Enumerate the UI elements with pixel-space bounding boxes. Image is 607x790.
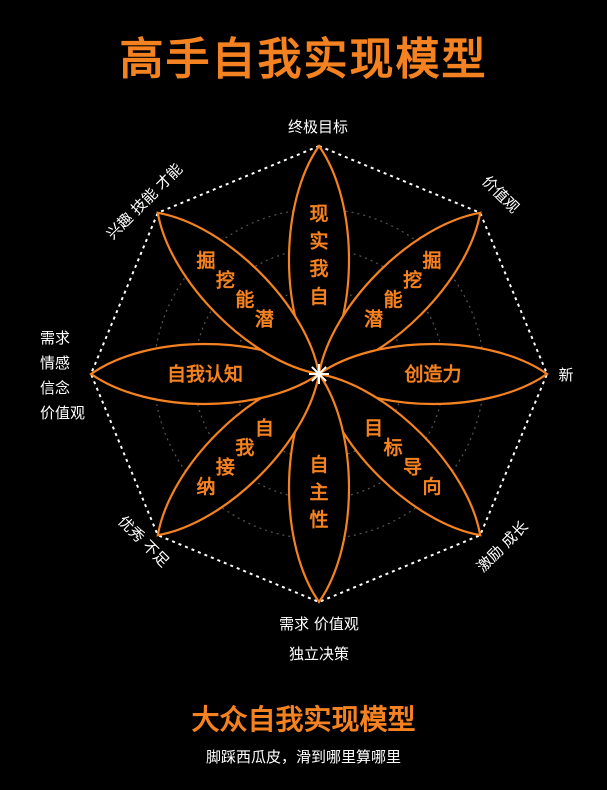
vertex-label-top-right: 价值观 (478, 172, 523, 217)
petal-label-char: 现 (309, 203, 328, 225)
petal-outline (156, 372, 321, 537)
petal-label-char: 自 (309, 285, 328, 308)
caption: 脚踩西瓜皮，滑到哪里算哪里 (205, 748, 401, 766)
outer-octagon (89, 144, 549, 604)
petal-label-char: 能 (384, 288, 403, 311)
petal-label: 自我认知 (167, 363, 243, 386)
vertex-label-left-line-3: 信念 (40, 379, 70, 397)
petal-label-char: 接 (216, 457, 235, 479)
petal-3: 创造力 (317, 342, 549, 406)
hub-spoke (318, 373, 327, 382)
vertex-label-left-line-4: 价值观 (40, 404, 85, 422)
petal-label-char: 挖 (216, 268, 235, 291)
petal-outline (317, 372, 482, 537)
vertex-label-top: 终极目标 (288, 118, 348, 136)
petal-label-char: 性 (309, 508, 328, 531)
page-title: 高手自我实现模型 (119, 34, 488, 85)
petal-label-char: 我 (309, 258, 328, 280)
petal-outline (89, 342, 321, 406)
vertex-label-bottom-line-1: 需求 价值观 (279, 615, 359, 633)
petal-label-char: 标 (384, 437, 403, 459)
vertex-label-left-line-1: 需求 (40, 329, 70, 347)
petal-1: 自我实现 (287, 144, 351, 376)
petal-5: 自主性 (287, 372, 351, 604)
petal-label-char: 自 (255, 417, 274, 440)
petal-label-char: 潜 (364, 307, 384, 330)
petal-label-char: 掘 (196, 249, 215, 272)
vertex-label-bottom-right: 激励 成长 (473, 517, 532, 576)
petal-label-char: 自 (309, 453, 328, 476)
vertex-label-right: 新 (558, 366, 573, 384)
vertex-label-left-line-2: 情感 (40, 354, 70, 372)
petal-label-char: 能 (235, 288, 254, 311)
petal-label: 创造力 (403, 363, 461, 386)
subtitle: 大众自我实现模型 (191, 703, 416, 736)
petal-label-char: 实 (309, 230, 328, 253)
petal-label-char: 目 (364, 418, 383, 440)
vertex-label-bottom-line-2: 独立决策 (289, 645, 349, 663)
petal-outline (287, 144, 351, 376)
petal-label-char: 潜 (255, 307, 275, 330)
petal-label-char: 向 (423, 475, 442, 498)
hub-spoke (311, 366, 320, 375)
petal-label-char: 挖 (403, 268, 422, 291)
petal-label-char: 掘 (423, 249, 442, 272)
petal-outline (156, 211, 321, 376)
petal-outline (317, 342, 549, 406)
petal-outline (287, 372, 351, 604)
petal-label-char: 导 (403, 457, 422, 479)
petal-outline (317, 211, 482, 376)
petal-label-char: 主 (309, 482, 328, 504)
petal-label-char: 纳 (196, 475, 215, 498)
petal-label-char: 我 (235, 437, 254, 459)
hub-spoke (318, 366, 327, 375)
petal-7: 自我认知 (89, 342, 321, 406)
hub-spoke (311, 373, 320, 382)
